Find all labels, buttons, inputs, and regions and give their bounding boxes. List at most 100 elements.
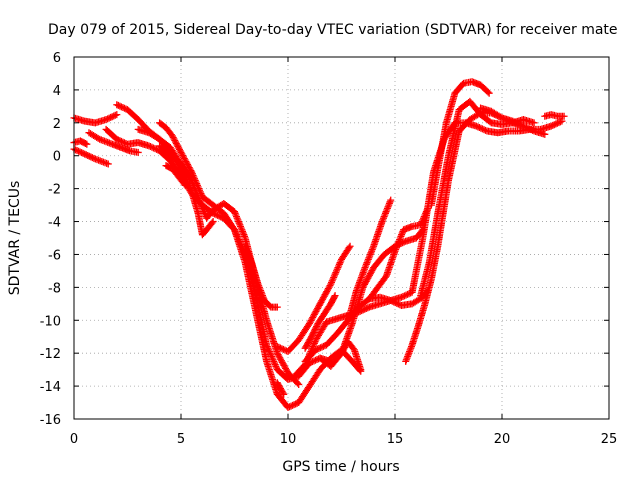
y-tick-labels: -16 -14 -12 -10 -8 -6 -4 -2 0 2 4 6 <box>40 51 61 428</box>
y-tick-label: 4 <box>53 84 61 99</box>
data-point-marker <box>524 124 532 132</box>
data-point-marker <box>549 121 557 129</box>
data-point-marker <box>322 289 330 297</box>
data-point-marker <box>399 293 407 301</box>
data-point-marker <box>312 346 320 354</box>
data-point-marker <box>75 147 83 155</box>
data-point-marker <box>386 198 394 206</box>
x-tick-label: 15 <box>387 432 404 447</box>
data-series <box>344 196 395 326</box>
data-point-marker <box>521 123 529 131</box>
data-point-marker <box>383 206 391 214</box>
data-point-marker <box>284 403 292 411</box>
data-point-marker <box>396 234 404 242</box>
data-point-marker <box>295 380 303 388</box>
data-point-marker <box>268 354 276 362</box>
plot-frame <box>73 56 610 420</box>
data-point-marker <box>289 401 297 409</box>
data-point-marker <box>349 345 357 353</box>
data-point-marker <box>186 183 194 191</box>
data-point-marker <box>315 301 323 309</box>
data-point-marker <box>362 262 370 270</box>
data-point-marker <box>324 286 332 294</box>
data-point-marker <box>391 299 399 307</box>
data-point-marker <box>313 306 321 314</box>
data-point-marker <box>405 290 413 298</box>
data-point-marker <box>516 121 524 129</box>
data-point-marker <box>178 150 186 158</box>
data-point-marker <box>335 262 343 270</box>
data-point-marker <box>209 209 217 217</box>
data-point-marker <box>368 247 376 255</box>
data-point-marker <box>418 227 426 235</box>
data-series <box>156 142 189 176</box>
data-point-marker <box>179 153 187 161</box>
data-point-marker <box>420 214 428 222</box>
data-point-marker <box>234 216 242 224</box>
data-point-marker <box>233 214 241 222</box>
data-point-marker <box>311 338 319 346</box>
data-point-marker <box>315 344 323 352</box>
data-point-marker <box>306 318 314 326</box>
data-point-marker <box>113 111 121 119</box>
data-point-marker <box>184 162 192 170</box>
data-point-marker <box>529 126 537 134</box>
data-point-marker <box>76 148 84 156</box>
data-point-marker <box>114 101 122 109</box>
data-point-marker <box>275 352 283 360</box>
data-point-marker <box>175 145 183 153</box>
data-point-marker <box>208 219 216 227</box>
data-point-marker <box>310 357 318 365</box>
data-point-marker <box>328 277 336 285</box>
data-point-marker <box>391 247 399 255</box>
data-point-marker <box>553 119 561 127</box>
data-point-marker <box>366 270 374 278</box>
grid-lines <box>74 57 609 419</box>
data-point-marker <box>286 403 294 411</box>
data-point-marker <box>277 357 285 365</box>
data-point-marker <box>82 151 90 159</box>
data-point-marker <box>81 150 89 158</box>
data-point-marker <box>170 135 178 143</box>
data-point-marker <box>116 137 124 145</box>
data-point-marker <box>320 292 328 300</box>
data-point-marker <box>419 226 427 234</box>
data-point-marker <box>393 242 401 250</box>
data-point-marker <box>235 218 243 226</box>
data-point-marker <box>519 122 527 130</box>
data-point-marker <box>359 306 367 314</box>
chart-title: Day 079 of 2015, Sidereal Day-to-day VTE… <box>48 22 618 38</box>
data-point-marker <box>332 269 340 277</box>
data-point-marker <box>314 304 322 312</box>
data-point-marker <box>387 196 395 204</box>
data-point-marker <box>307 317 315 325</box>
data-point-marker <box>323 288 331 296</box>
data-point-marker <box>209 218 217 226</box>
data-point-marker <box>327 280 335 288</box>
data-point-marker <box>73 147 81 155</box>
data-point-marker <box>149 144 157 152</box>
data-point-marker <box>290 401 298 409</box>
data-point-marker <box>392 244 400 252</box>
data-point-marker <box>363 259 371 267</box>
data-point-marker <box>361 305 369 313</box>
data-point-marker <box>527 126 535 134</box>
data-point-marker <box>145 142 153 150</box>
data-point-marker <box>419 216 427 224</box>
data-point-marker <box>104 115 112 123</box>
data-point-marker <box>277 355 285 363</box>
data-point-marker <box>215 212 223 220</box>
data-point-marker <box>515 120 523 128</box>
data-point-marker <box>329 275 337 283</box>
data-point-marker <box>184 161 192 169</box>
axis-ticks <box>73 56 610 420</box>
data-point-marker <box>382 208 390 216</box>
data-point-marker <box>305 320 313 328</box>
data-point-marker <box>333 265 341 273</box>
data-series <box>427 78 493 209</box>
data-point-marker <box>478 125 486 133</box>
data-point-marker <box>394 239 402 247</box>
data-point-marker <box>192 178 200 186</box>
data-point-marker <box>363 276 371 284</box>
data-point-marker <box>335 260 343 268</box>
